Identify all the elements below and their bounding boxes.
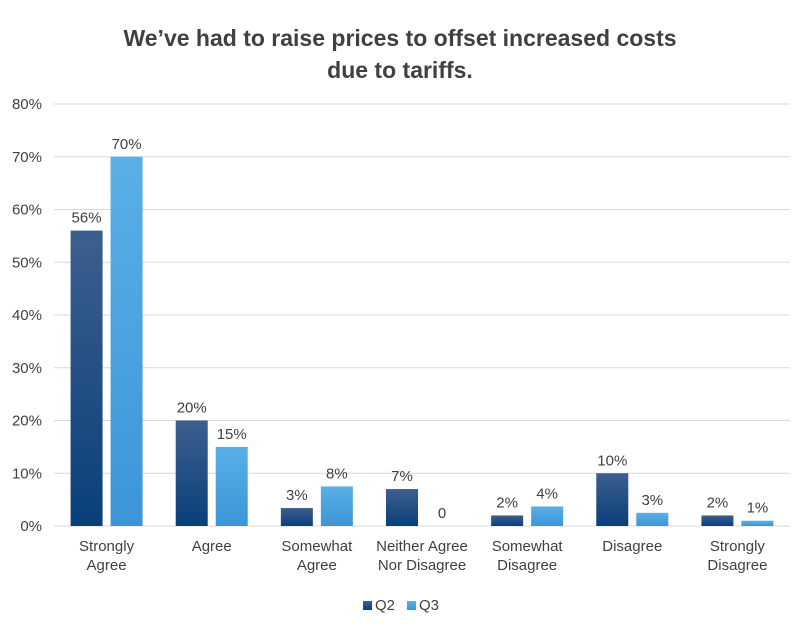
x-tick-label: Disagree — [602, 538, 662, 555]
y-tick-label: 80% — [12, 96, 42, 113]
x-tick-label: Strongly Agree — [79, 538, 135, 574]
x-tick-label: Neither Agree Nor Disagree — [376, 538, 468, 574]
y-tick-label: 10% — [12, 465, 42, 482]
data-label: 1% — [747, 500, 769, 517]
x-axis-categories: Strongly Agree Agree Somewhat Agree Neither A… — [79, 538, 767, 574]
x-tick-label: Somewhat Agree — [281, 538, 353, 574]
data-label: 7% — [391, 468, 413, 485]
data-labels: 56% 70% 20% 15% 3% 8% 7% 0 2% 4% 10% 3% 2% 1% — [72, 136, 769, 522]
bar-q3 — [741, 520, 774, 526]
bar-q2 — [491, 515, 524, 526]
data-label: 0 — [438, 505, 446, 522]
data-label: 15% — [217, 426, 247, 443]
y-tick-label: 20% — [12, 413, 42, 430]
y-tick-label: 70% — [12, 149, 42, 166]
x-tick-label: Strongly Disagree — [707, 538, 767, 574]
data-label: 2% — [496, 494, 518, 511]
data-label: 20% — [177, 400, 207, 417]
data-label: 56% — [72, 210, 102, 227]
legend-swatch — [363, 601, 372, 610]
data-label: 2% — [707, 494, 729, 511]
bar-q3 — [320, 486, 353, 526]
bar-q2 — [70, 230, 103, 526]
y-axis-ticks: 0% 10% 20% 30% 40% 50% 60% 70% 80% — [12, 96, 42, 535]
bar-q2 — [280, 508, 313, 526]
data-label: 70% — [112, 136, 142, 153]
y-tick-label: 50% — [12, 254, 42, 271]
bar-q3 — [636, 512, 669, 526]
data-label: 3% — [641, 492, 663, 509]
chart-title: We’ve had to raise prices to offset incr… — [123, 25, 677, 83]
bars — [70, 156, 774, 526]
gridlines — [54, 103, 790, 527]
legend-label: Q2 — [375, 597, 395, 614]
legend-swatch — [407, 601, 416, 610]
data-label: 10% — [597, 452, 627, 469]
data-label: 8% — [326, 465, 348, 482]
data-label: 4% — [536, 485, 558, 502]
bar-q3 — [110, 156, 143, 526]
legend-label: Q3 — [419, 597, 439, 614]
x-tick-label: Somewhat Disagree — [492, 538, 564, 574]
bar-q2 — [596, 473, 629, 526]
y-tick-label: 30% — [12, 360, 42, 377]
y-tick-label: 40% — [12, 307, 42, 324]
bar-q2 — [386, 489, 418, 526]
bar-q3 — [531, 506, 564, 526]
bar-q2 — [701, 515, 734, 526]
x-tick-label: Agree — [192, 538, 232, 555]
y-tick-label: 60% — [12, 202, 42, 219]
y-tick-label: 0% — [20, 518, 42, 535]
bar-q3 — [215, 446, 248, 526]
legend: Q2 Q3 — [363, 597, 439, 614]
data-label: 3% — [286, 487, 308, 504]
bar-q2 — [175, 420, 208, 526]
